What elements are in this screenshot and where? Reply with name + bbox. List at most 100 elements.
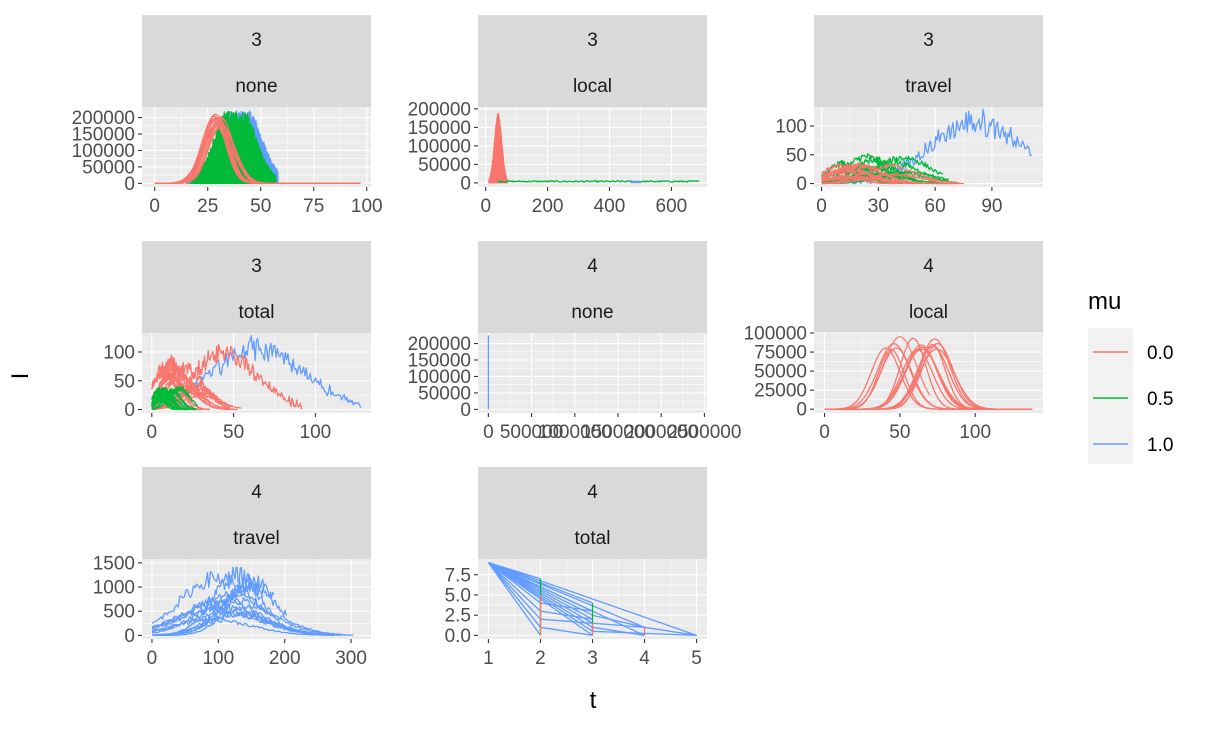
facet-panel: 3 travel 0 30 60 90 0 50 100 xyxy=(775,15,1043,217)
x-tick-label: 0 xyxy=(819,422,830,443)
x-tick-label: 50 xyxy=(889,422,910,443)
x-tick-label: 1 xyxy=(483,648,494,669)
series-mu-1.0 xyxy=(487,562,541,612)
y-tick-label: 50000 xyxy=(418,383,471,404)
panel-series xyxy=(154,110,361,185)
y-tick-label: 0 xyxy=(796,400,807,421)
series-mu-0.5 xyxy=(151,387,180,409)
x-tick-label: 2500000 xyxy=(667,422,741,443)
y-tick-label: 150000 xyxy=(408,350,471,371)
panel-series xyxy=(820,108,1032,185)
y-tick-label: 100 xyxy=(775,116,807,137)
facet-strip xyxy=(478,467,707,559)
strip-label: 3 xyxy=(923,30,934,51)
y-tick-label: 200000 xyxy=(72,108,135,129)
series-mu-0.5 xyxy=(497,180,700,183)
x-tick-label: 0 xyxy=(147,422,158,443)
x-tick-label: 0 xyxy=(147,648,158,669)
y-tick-label: 0 xyxy=(796,174,807,195)
x-tick-label: 500000 xyxy=(500,422,563,443)
panel-series xyxy=(487,561,697,637)
x-tick-label: 300 xyxy=(335,648,367,669)
series-mu-0.0 xyxy=(821,174,898,185)
facet-strip xyxy=(478,241,707,333)
series-mu-1.0 xyxy=(151,590,343,636)
strip-label: 4 xyxy=(251,482,262,503)
strip-label: 4 xyxy=(587,256,598,277)
series-mu-1.0 xyxy=(540,610,593,620)
series-mu-1.0 xyxy=(152,581,287,636)
facet-strip xyxy=(478,15,707,107)
series-mu-1.0 xyxy=(488,562,645,636)
x-tick-label: 0 xyxy=(149,196,160,217)
legend-label-mu-1.0: 1.0 xyxy=(1147,435,1173,456)
y-tick-label: 0 xyxy=(460,173,471,194)
panel-background xyxy=(478,107,707,187)
strip-label: travel xyxy=(233,528,279,549)
legend-key-background xyxy=(1088,328,1133,464)
x-tick-label: 0 xyxy=(816,196,827,217)
x-tick-label: 0 xyxy=(480,196,491,217)
x-tick-label: 90 xyxy=(981,196,1002,217)
x-tick-label: 5 xyxy=(691,648,702,669)
x-tick-label: 50 xyxy=(223,422,244,443)
strip-label: 3 xyxy=(251,256,262,277)
y-tick-label: 150000 xyxy=(408,118,471,139)
series-mu-0.0 xyxy=(821,175,964,185)
y-tick-label: 50000 xyxy=(754,362,807,383)
series-mu-0.0 xyxy=(151,369,207,410)
y-tick-label: 50 xyxy=(786,145,807,166)
facet-panel: 4 total 1 2 3 4 5 0.02.55.07.5 xyxy=(445,467,707,669)
series-mu-0.0 xyxy=(488,112,508,184)
x-tick-label: 1000000 xyxy=(538,422,612,443)
legend-title: mu xyxy=(1088,288,1121,315)
x-tick-label: 0 xyxy=(483,422,494,443)
series-mu-0.0 xyxy=(821,163,942,184)
legend-label-mu-0.5: 0.5 xyxy=(1147,389,1173,410)
series-mu-1.0 xyxy=(151,617,335,636)
facet-strip xyxy=(142,467,371,559)
y-tick-label: 150000 xyxy=(72,124,135,145)
series-mu-1.0 xyxy=(487,562,541,620)
strip-label: local xyxy=(909,302,948,323)
x-tick-label: 600 xyxy=(656,196,688,217)
x-axis-title: t xyxy=(590,687,597,714)
legend: mu 0.0 0.5 1.0 xyxy=(1088,288,1173,464)
x-tick-label: 2 xyxy=(535,648,546,669)
y-tick-label: 200000 xyxy=(408,334,471,355)
strip-label: 3 xyxy=(251,30,262,51)
facet-strip xyxy=(142,241,371,333)
y-tick-label: 0 xyxy=(124,400,135,421)
y-tick-label: 5.0 xyxy=(445,585,471,606)
x-tick-label: 100 xyxy=(959,422,991,443)
y-tick-label: 50000 xyxy=(418,155,471,176)
y-tick-label: 200000 xyxy=(408,99,471,120)
x-tick-label: 2000000 xyxy=(624,422,698,443)
y-tick-label: 1000 xyxy=(93,578,135,599)
series-mu-1.0 xyxy=(152,574,275,636)
series-mu-1.0 xyxy=(592,614,645,628)
panel-series xyxy=(488,112,700,184)
facet-strip xyxy=(142,15,371,107)
series-mu-0.0 xyxy=(821,162,939,185)
x-tick-label: 400 xyxy=(594,196,626,217)
x-tick-label: 50 xyxy=(250,196,271,217)
y-tick-label: 100000 xyxy=(744,324,807,345)
series-mu-0.5 xyxy=(151,386,199,410)
series-mu-1.0 xyxy=(488,561,697,637)
series-mu-0.0 xyxy=(154,125,361,185)
series-mu-0.0 xyxy=(824,349,1033,410)
y-tick-label: 500 xyxy=(103,602,135,623)
series-mu-1.0 xyxy=(488,561,645,628)
y-tick-label: 25000 xyxy=(754,381,807,402)
strip-label: local xyxy=(573,76,612,97)
facet-strip xyxy=(814,241,1043,333)
y-axis-title: I xyxy=(7,373,34,380)
strip-label: total xyxy=(239,302,275,323)
series-mu-1.0 xyxy=(644,626,697,637)
series-mu-0.0-band xyxy=(869,336,931,396)
y-tick-label: 0 xyxy=(460,400,471,421)
